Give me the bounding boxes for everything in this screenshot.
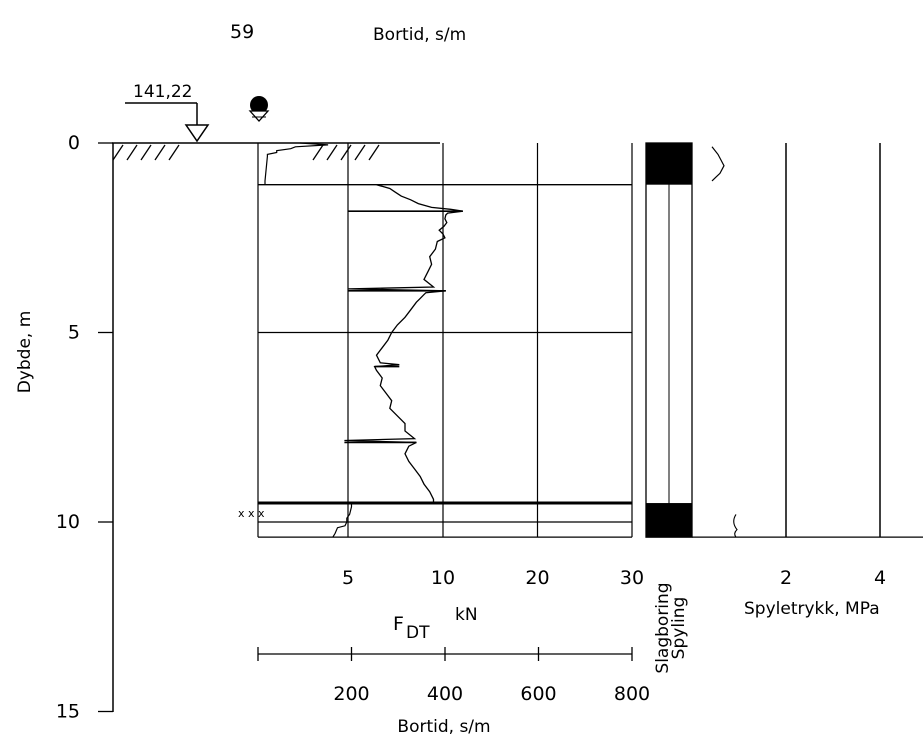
depth-axis-label: Dybde, m xyxy=(15,311,35,394)
method-label-slagboring: Slagboring xyxy=(653,582,673,673)
force-label-main: F xyxy=(393,613,404,635)
force-label-sub: DT xyxy=(406,623,430,643)
force-tick-label: 5 xyxy=(342,567,354,589)
pressure-axis-label: Spyletrykk, MPa xyxy=(744,599,880,619)
time-profile-top-line xyxy=(264,142,329,185)
probe-id: 59 xyxy=(230,21,254,43)
pressure-tick-label: 2 xyxy=(780,567,792,589)
time-profile-bottom-line xyxy=(332,503,353,538)
depth-tick-label: 15 xyxy=(56,701,80,723)
time-axis-label: Bortid, s/m xyxy=(397,717,490,737)
time-tick-label: 800 xyxy=(614,683,650,705)
groundwater-symbol-icon xyxy=(248,96,270,122)
top-time-label: Bortid, s/m xyxy=(373,25,466,45)
pressure-profile-line xyxy=(711,146,725,182)
force-tick-labels: 5 10 20 30 xyxy=(342,567,644,589)
depth-tick-label: 5 xyxy=(68,322,80,344)
slagboring-fill xyxy=(646,143,692,185)
force-tick-label: 30 xyxy=(620,567,644,589)
slagboring-fill xyxy=(646,503,692,538)
pressure-tick-label: 4 xyxy=(874,567,886,589)
force-tick-label: 10 xyxy=(431,567,455,589)
time-tick-label: 200 xyxy=(333,683,369,705)
depth-tick-group: 0 5 10 15 xyxy=(56,132,113,723)
time-ticks: 200 400 600 800 xyxy=(257,647,650,705)
depth-tick-label: 10 xyxy=(56,511,80,533)
elevation-value: 141,22 xyxy=(133,82,192,102)
ground-level-triangle-icon xyxy=(184,124,210,143)
curve-group xyxy=(264,142,738,538)
time-tick-label: 600 xyxy=(520,683,556,705)
method-column xyxy=(645,142,693,538)
sample-marks: x x x xyxy=(238,507,265,520)
depth-tick-label: 0 xyxy=(68,132,80,154)
force-profile-line xyxy=(344,184,463,504)
pressure-profile-bottom-line xyxy=(733,514,738,538)
force-tick-label: 20 xyxy=(525,567,549,589)
method-label-spyling: Spyling xyxy=(669,597,689,660)
ground-hatching xyxy=(112,144,380,161)
force-label-unit: kN xyxy=(455,605,478,625)
force-panel xyxy=(257,143,633,538)
time-tick-label: 400 xyxy=(427,683,463,705)
